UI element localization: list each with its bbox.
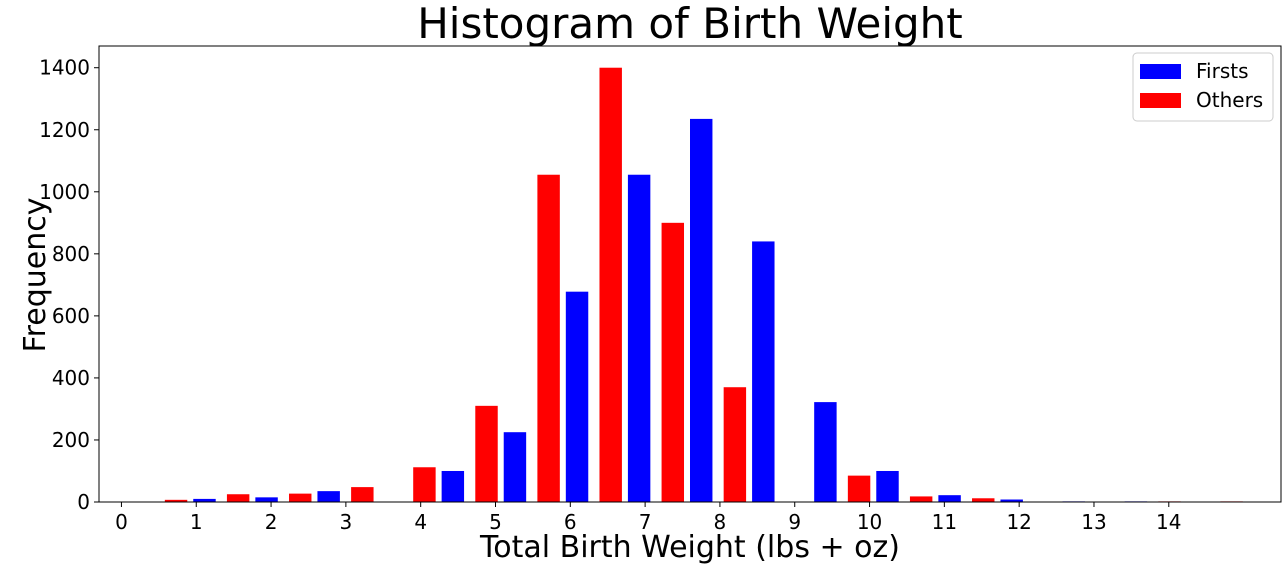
x-tick-label: 1 xyxy=(190,510,203,534)
legend: Firsts Others xyxy=(1132,52,1274,122)
x-axis: 0 1 2 3 4 5 6 7 8 9 10 11 12 13 14 xyxy=(115,502,1182,534)
bar-others-9 xyxy=(723,387,747,502)
bar-others-5 xyxy=(475,405,498,502)
plot-frame xyxy=(98,45,1282,503)
bar-firsts-10 xyxy=(814,402,837,502)
y-axis: 0 200 400 600 800 1000 1200 1400 xyxy=(39,56,99,514)
x-tick-label: 11 xyxy=(932,510,957,534)
x-tick-label: 5 xyxy=(489,510,502,534)
legend-label-firsts: Firsts xyxy=(1196,59,1249,83)
bar-firsts-4 xyxy=(441,470,465,502)
y-tick-label: 400 xyxy=(52,366,90,390)
y-tick-label: 800 xyxy=(52,242,90,266)
bar-firsts-1 xyxy=(255,497,278,502)
bar-others-2 xyxy=(289,493,312,502)
bar-others-6 xyxy=(537,174,560,503)
chart-title: Histogram of Birth Weight xyxy=(417,0,963,48)
bar-firsts-11 xyxy=(876,470,899,502)
bar-firsts-7 xyxy=(627,174,651,503)
x-tick-label: 12 xyxy=(1006,510,1031,534)
bar-others-8 xyxy=(661,222,685,502)
bar-others-11 xyxy=(847,475,871,502)
bar-others-4 xyxy=(413,467,436,502)
x-tick-label: 6 xyxy=(564,510,577,534)
bar-others-7 xyxy=(599,67,622,503)
bar-others-3 xyxy=(351,487,374,502)
bar-firsts-2 xyxy=(317,491,340,502)
y-tick-label: 1000 xyxy=(39,180,90,204)
y-axis-title: Frequency xyxy=(18,198,53,353)
x-tick-label: 7 xyxy=(639,510,652,534)
bar-others-1 xyxy=(226,494,250,502)
x-tick-label: 2 xyxy=(265,510,278,534)
bar-firsts-13 xyxy=(1000,499,1023,502)
bar-firsts-12 xyxy=(938,495,961,502)
bar-firsts-6 xyxy=(565,291,589,502)
y-tick-label: 1200 xyxy=(39,118,90,142)
legend-label-others: Others xyxy=(1196,88,1263,112)
y-tick-label: 0 xyxy=(77,490,90,514)
bar-firsts-9 xyxy=(752,241,775,502)
x-tick-label: 8 xyxy=(714,510,727,534)
x-tick-label: 0 xyxy=(115,510,128,534)
x-tick-label: 3 xyxy=(340,510,353,534)
bar-firsts-5 xyxy=(503,432,527,502)
bars-layer xyxy=(164,67,1243,503)
y-tick-label: 1400 xyxy=(39,56,90,80)
x-tick-label: 9 xyxy=(788,510,801,534)
x-tick-label: 13 xyxy=(1081,510,1106,534)
legend-swatch-others xyxy=(1140,93,1181,108)
y-tick-label: 600 xyxy=(52,304,90,328)
bar-others-12 xyxy=(909,496,933,502)
y-tick-label: 200 xyxy=(52,428,90,452)
x-tick-label: 10 xyxy=(857,510,882,534)
bar-firsts-8 xyxy=(690,118,713,503)
x-axis-title: Total Birth Weight (lbs + oz) xyxy=(479,530,900,565)
x-tick-label: 14 xyxy=(1156,510,1181,534)
x-tick-label: 4 xyxy=(414,510,427,534)
bar-others-0 xyxy=(164,499,188,502)
bar-firsts-0 xyxy=(193,498,216,502)
legend-swatch-firsts xyxy=(1140,64,1181,79)
bar-others-13 xyxy=(972,498,995,502)
